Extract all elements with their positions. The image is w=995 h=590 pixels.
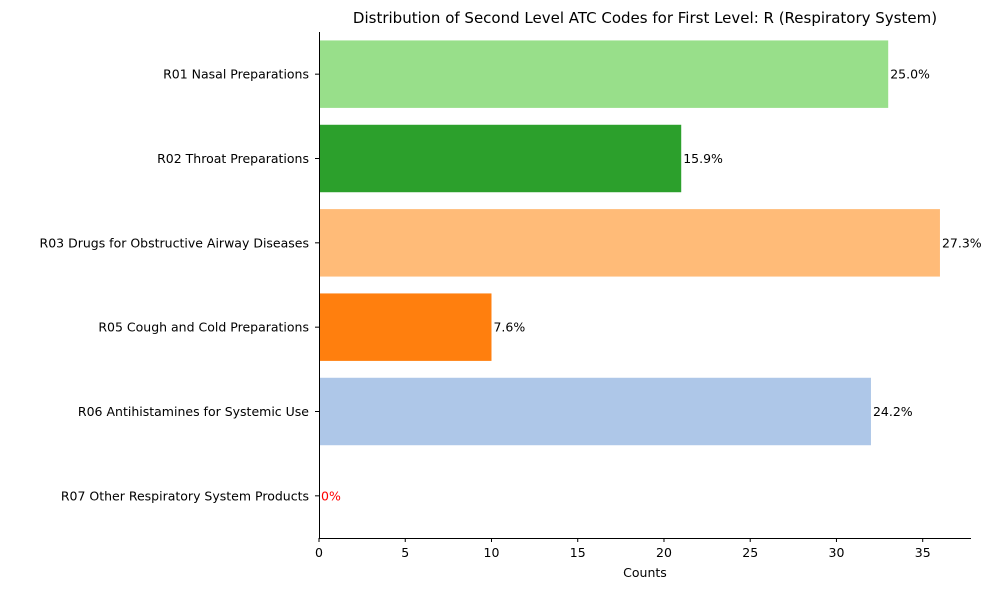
- y-tick-label: R05 Cough and Cold Preparations: [98, 320, 309, 335]
- bar-5: [319, 377, 871, 446]
- bar-1: [319, 40, 889, 108]
- data-label: 24.2%: [873, 404, 913, 419]
- x-axis-label: Counts: [623, 565, 667, 580]
- x-tick-label: 10: [484, 545, 500, 560]
- y-tick-label: R06 Antihistamines for Systemic Use: [78, 404, 309, 419]
- x-axis-ticks: 0 5 10 15 20 25 30 35: [315, 538, 931, 560]
- bars-group: [319, 40, 940, 446]
- x-tick-label: 5: [401, 545, 409, 560]
- chart-title: Distribution of Second Level ATC Codes f…: [353, 9, 937, 27]
- x-tick-label: 20: [656, 545, 672, 560]
- bar-4: [319, 293, 492, 361]
- data-label: 15.9%: [683, 151, 723, 166]
- x-tick-label: 35: [915, 545, 931, 560]
- data-labels: 25.0% 15.9% 27.3% 7.6% 24.2% 0%: [321, 67, 982, 504]
- y-tick-label: R01 Nasal Preparations: [163, 67, 309, 82]
- y-tick-label: R07 Other Respiratory System Products: [61, 488, 309, 503]
- data-label: 0%: [321, 488, 341, 503]
- y-tick-label: R02 Throat Preparations: [157, 151, 309, 166]
- x-tick-label: 25: [742, 545, 758, 560]
- x-tick-label: 30: [829, 545, 845, 560]
- x-tick-label: 0: [315, 545, 323, 560]
- y-tick-labels: R01 Nasal Preparations R02 Throat Prepara…: [40, 67, 319, 503]
- y-tick-label: R03 Drugs for Obstructive Airway Disease…: [40, 235, 309, 250]
- bar-3: [319, 209, 940, 277]
- bar-2: [319, 124, 682, 193]
- data-label: 25.0%: [890, 67, 930, 82]
- data-label: 27.3%: [942, 235, 982, 250]
- x-tick-label: 15: [570, 545, 586, 560]
- data-label: 7.6%: [493, 320, 525, 335]
